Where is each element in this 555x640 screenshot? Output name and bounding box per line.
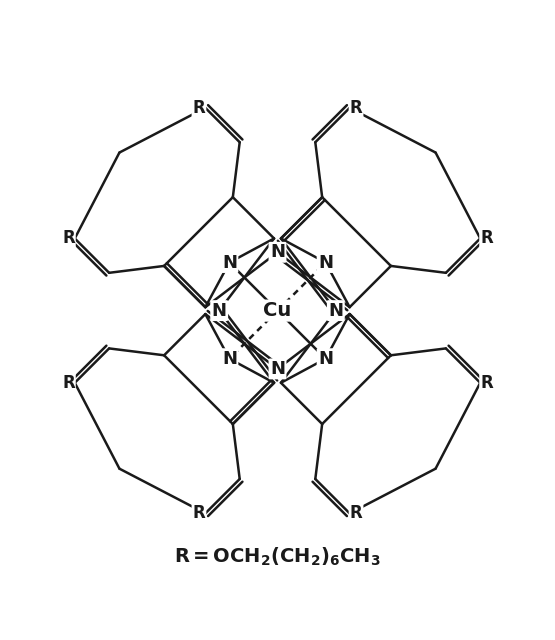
Text: N: N (329, 301, 344, 319)
Text: N: N (222, 349, 237, 368)
Text: R: R (350, 504, 362, 522)
Text: R: R (193, 99, 205, 117)
Text: N: N (211, 301, 226, 319)
Text: N: N (222, 253, 237, 271)
Text: R: R (62, 230, 75, 248)
Text: N: N (318, 253, 333, 271)
Text: R: R (62, 374, 75, 392)
Text: N: N (318, 349, 333, 368)
Text: R: R (193, 504, 205, 522)
Text: $\mathbf{R = OCH_2(CH_2)_6CH_3}$: $\mathbf{R = OCH_2(CH_2)_6CH_3}$ (174, 545, 381, 568)
Text: R: R (350, 99, 362, 117)
Text: R: R (480, 230, 493, 248)
Text: R: R (480, 374, 493, 392)
Text: N: N (270, 243, 285, 261)
Text: Cu: Cu (264, 301, 291, 320)
Text: N: N (270, 360, 285, 378)
